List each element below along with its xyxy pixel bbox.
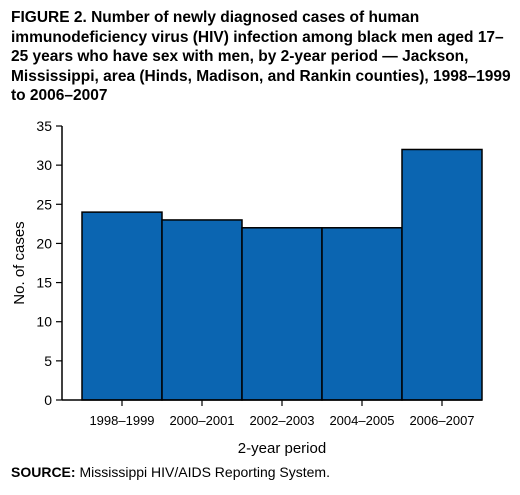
y-tick-label: 10 (36, 314, 52, 330)
figure-source: SOURCE: Mississippi HIV/AIDS Reporting S… (11, 464, 330, 480)
x-tick-label: 2006–2007 (409, 413, 474, 428)
y-tick-label: 25 (36, 196, 52, 212)
y-tick-label: 15 (36, 275, 52, 291)
y-tick-label: 5 (44, 353, 52, 369)
y-tick-label: 35 (36, 118, 52, 134)
x-tick-label: 1998–1999 (89, 413, 154, 428)
x-axis-title: 2-year period (238, 440, 326, 457)
figure-title: FIGURE 2. Number of newly diagnosed case… (11, 9, 511, 104)
bar (241, 227, 323, 401)
x-tick-label: 2002–2003 (249, 413, 314, 428)
bar (81, 211, 163, 401)
source-text: Mississippi HIV/AIDS Reporting System. (75, 464, 330, 480)
y-tick-label: 20 (36, 235, 52, 251)
y-tick-label: 30 (36, 157, 52, 173)
bar (321, 227, 403, 401)
x-tick-label: 2004–2005 (329, 413, 394, 428)
x-tick-label: 2000–2001 (169, 413, 234, 428)
bar (161, 219, 243, 401)
y-axis-title: No. of cases (11, 221, 28, 304)
source-label: SOURCE: (11, 464, 76, 480)
y-tick-label: 0 (44, 392, 52, 408)
bar-chart: 0 5 10 15 20 25 30 35 1998–1999 2000–2001 2002–200… (11, 118, 483, 457)
bar (401, 148, 483, 401)
